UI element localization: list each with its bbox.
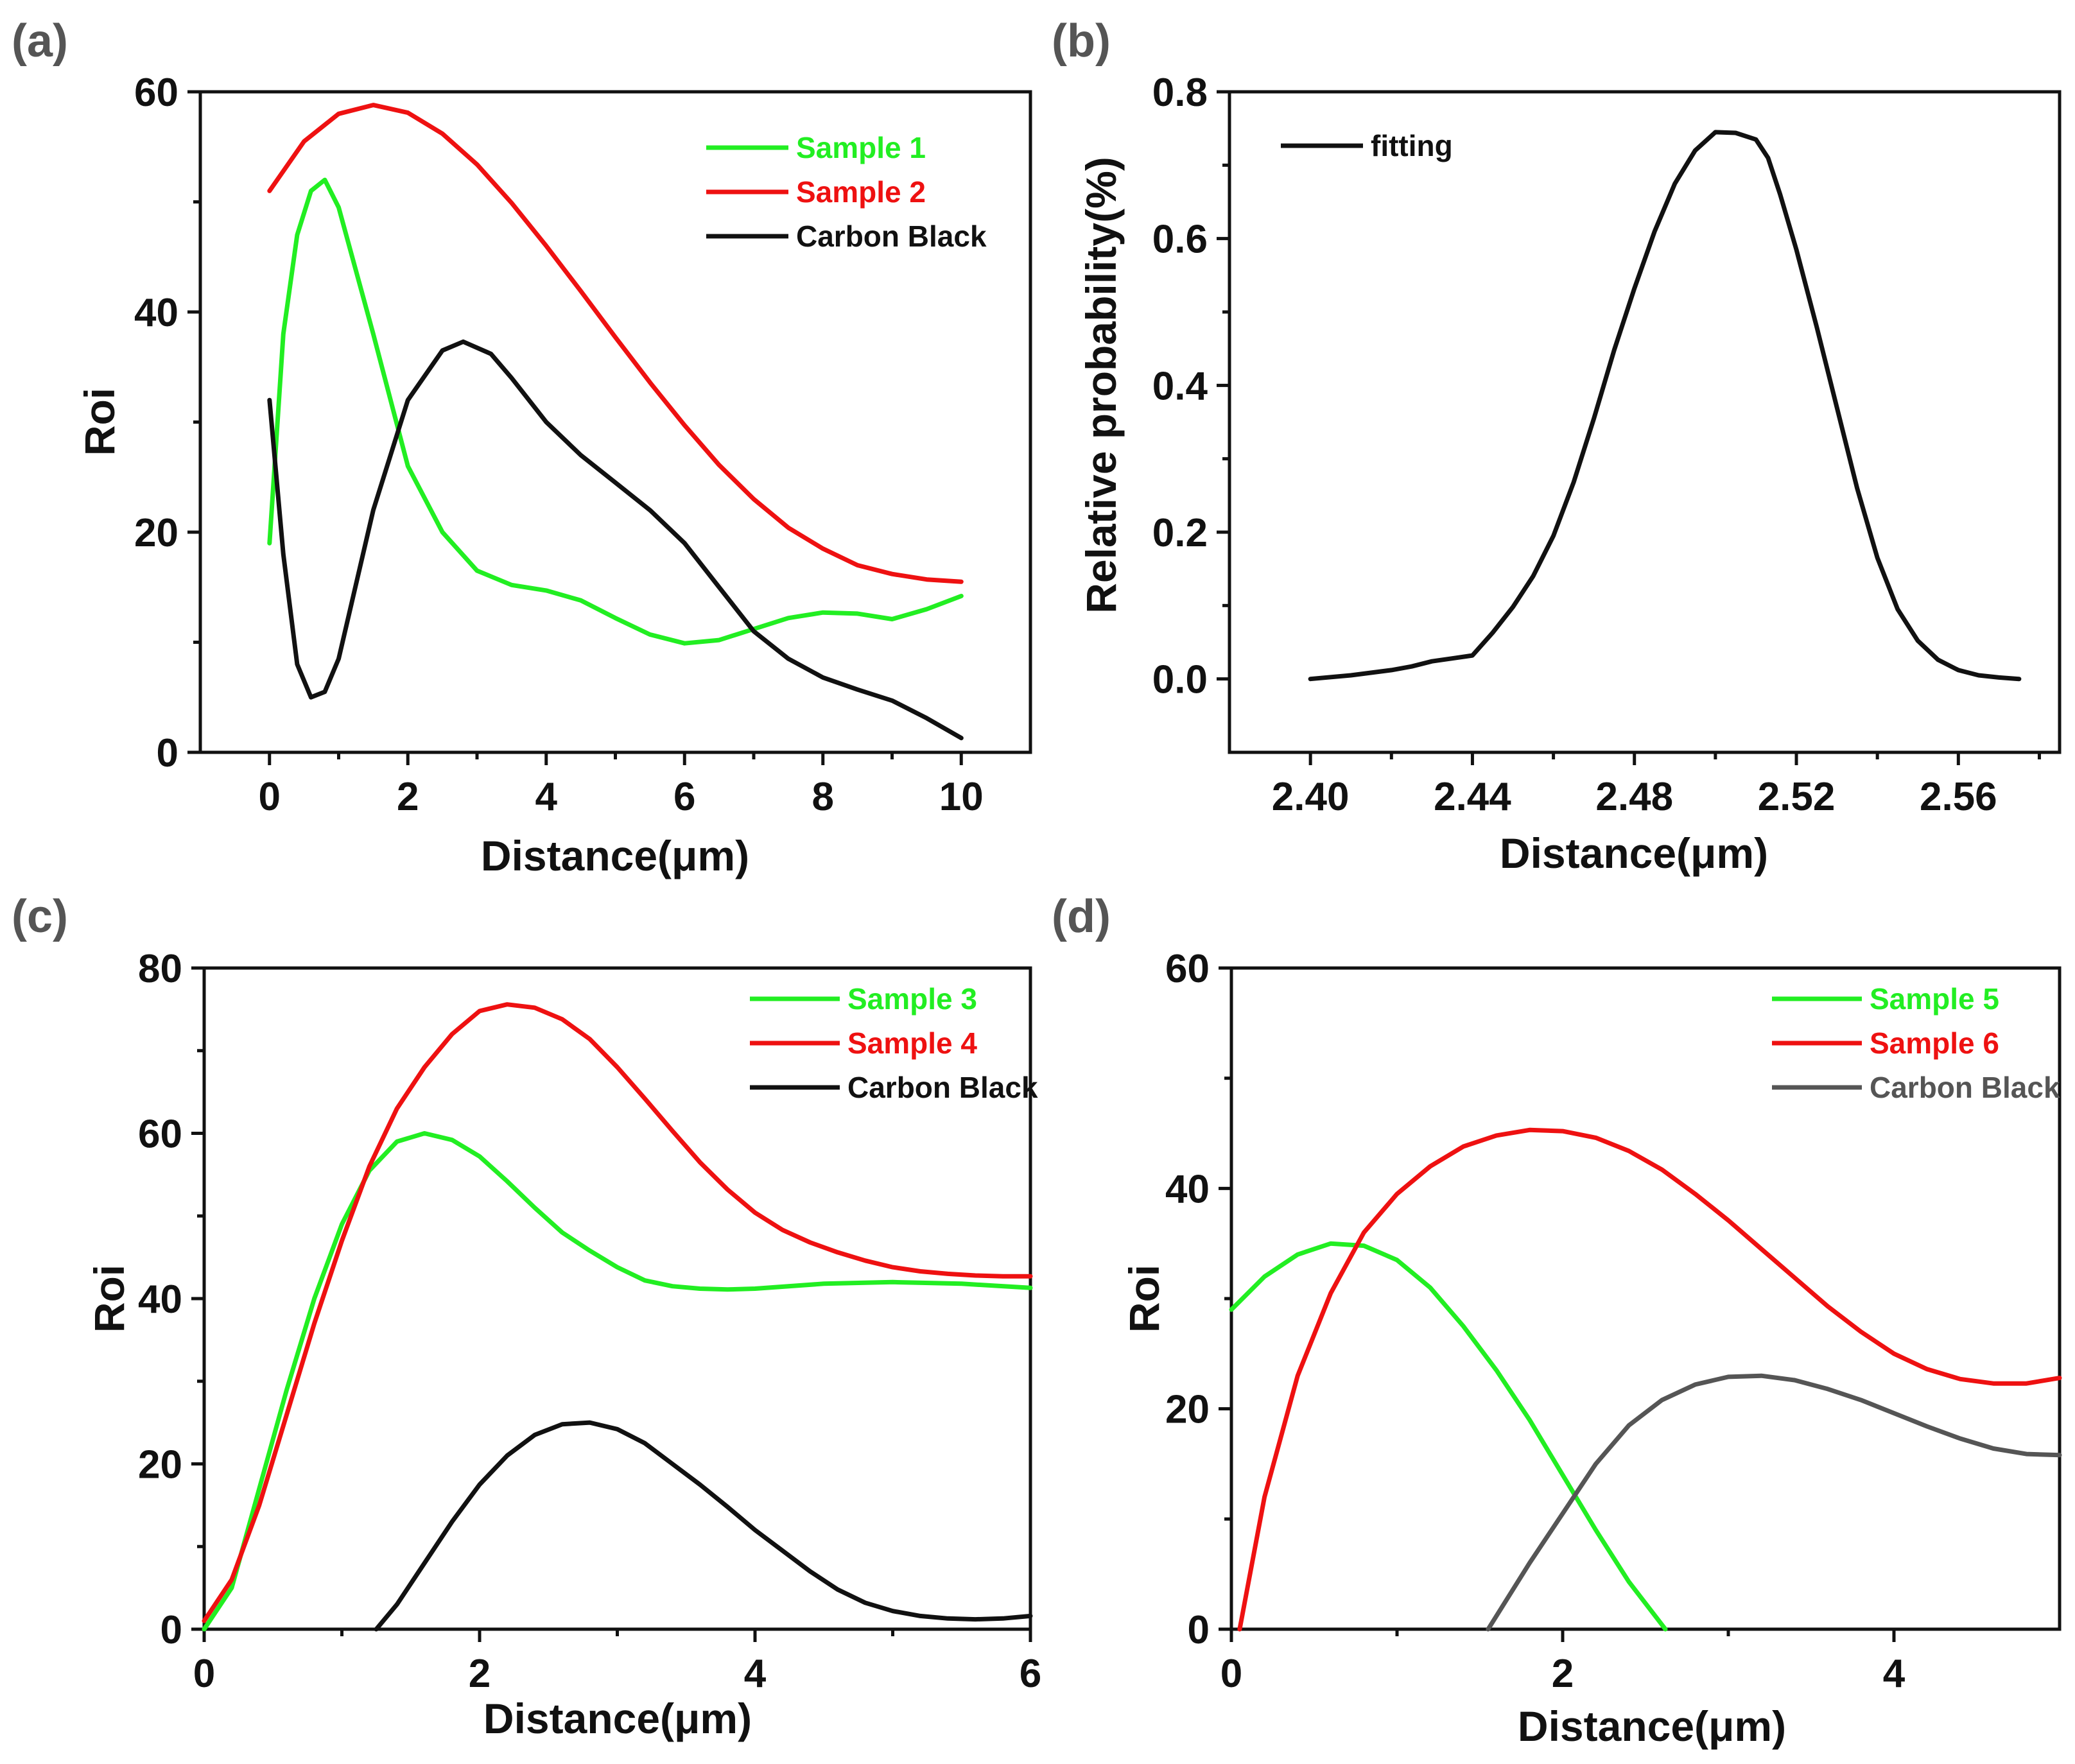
x-tick-label: 4 [1883,1652,1906,1696]
y-tick-label: 0.4 [1152,364,1208,408]
x-tick-label: 0 [1220,1652,1242,1696]
series-line-carbon-black [267,339,964,741]
x-tick-label: 10 [939,775,984,819]
chart-panel-1: (a) 0 2 4 6 8 10 0 20 40 60 Distance(μm) Roi Sample 1… [12,15,1032,879]
legend-label-carbon-black: Carbon Black [1870,1071,2060,1104]
legend-label-carbon-black: Carbon Black [847,1071,1038,1104]
x-axis-title: Distance(μm) [1500,829,1768,877]
series-line-sample-3 [202,1131,1033,1632]
series-line-sample-5 [1229,1241,1668,1632]
x-tick-label: 8 [812,775,834,819]
panel-label: (d) [1052,891,1111,942]
legend-label-sample-5: Sample 5 [1870,982,1999,1016]
x-tick-label: 4 [744,1652,767,1696]
y-tick-label: 0.6 [1152,218,1208,262]
y-tick-label: 40 [1165,1167,1210,1211]
x-tick-label: 0 [193,1652,215,1696]
x-tick-label: 6 [673,775,695,819]
legend-label-sample-2: Sample 2 [796,175,926,209]
y-tick-label: 0 [161,1608,182,1652]
x-tick-label: 2.56 [1920,775,1997,819]
y-tick-label: 20 [138,1443,182,1487]
panel-label: (a) [12,15,68,67]
y-tick-label: 20 [134,511,178,555]
plot-frame [1228,90,2062,754]
y-axis-title: Roi [85,1265,133,1333]
legend-label-sample-3: Sample 3 [847,982,977,1016]
panel-label: (b) [1052,15,1111,67]
x-axis-title: Distance(μm) [483,1695,752,1742]
y-tick-label: 0 [157,731,178,775]
x-tick-label: 2.44 [1434,775,1511,819]
y-tick-label: 0.8 [1152,71,1208,115]
y-tick-label: 40 [134,291,178,335]
y-tick-label: 0 [1188,1608,1210,1652]
y-tick-label: 20 [1165,1388,1210,1432]
series-line-sample-6 [1237,1127,2062,1632]
x-tick-label: 2 [397,775,419,819]
legend-label-carbon-black: Carbon Black [796,220,987,253]
y-tick-label: 40 [138,1277,182,1322]
x-tick-label: 6 [1020,1652,1041,1696]
y-axis-title: Roi [1120,1265,1168,1333]
y-tick-label: 60 [134,71,178,115]
x-axis-title: Distance(μm) [1518,1702,1786,1750]
chart-panel-2: (b) 2.40 2.44 2.48 2.52 2.56 0.0 0.2 0.4 0.6 0.8 Di… [1052,15,2062,877]
x-tick-label: 2.40 [1272,775,1350,819]
y-tick-label: 80 [138,947,182,991]
legend-label-fitting: fitting [1371,129,1453,162]
y-tick-label: 0.0 [1152,658,1208,702]
legend-label-sample-1: Sample 1 [796,131,926,164]
series-line-carbon-black [374,1420,1033,1632]
y-tick-label: 60 [1165,947,1210,991]
x-tick-label: 2 [469,1652,491,1696]
legend-label-sample-4: Sample 4 [847,1026,977,1060]
series-line-fitting [1308,130,2022,682]
y-axis-title: Relative probability(%) [1077,157,1125,613]
series-line-sample-2 [267,103,964,584]
x-tick-label: 2.52 [1758,775,1836,819]
x-tick-label: 4 [535,775,558,819]
x-tick-label: 2.48 [1595,775,1673,819]
y-tick-label: 0.2 [1152,511,1208,555]
x-axis-title: Distance(μm) [481,832,749,879]
panel-label: (c) [12,891,68,942]
series-line-carbon-black [1486,1373,2062,1632]
y-axis-title: Roi [76,388,123,456]
x-tick-label: 2 [1552,1652,1574,1696]
series-line-sample-1 [267,177,964,646]
series-line-sample-4 [202,1002,1033,1623]
y-tick-label: 60 [138,1112,182,1157]
legend-label-sample-6: Sample 6 [1870,1026,1999,1060]
x-tick-label: 0 [259,775,281,819]
